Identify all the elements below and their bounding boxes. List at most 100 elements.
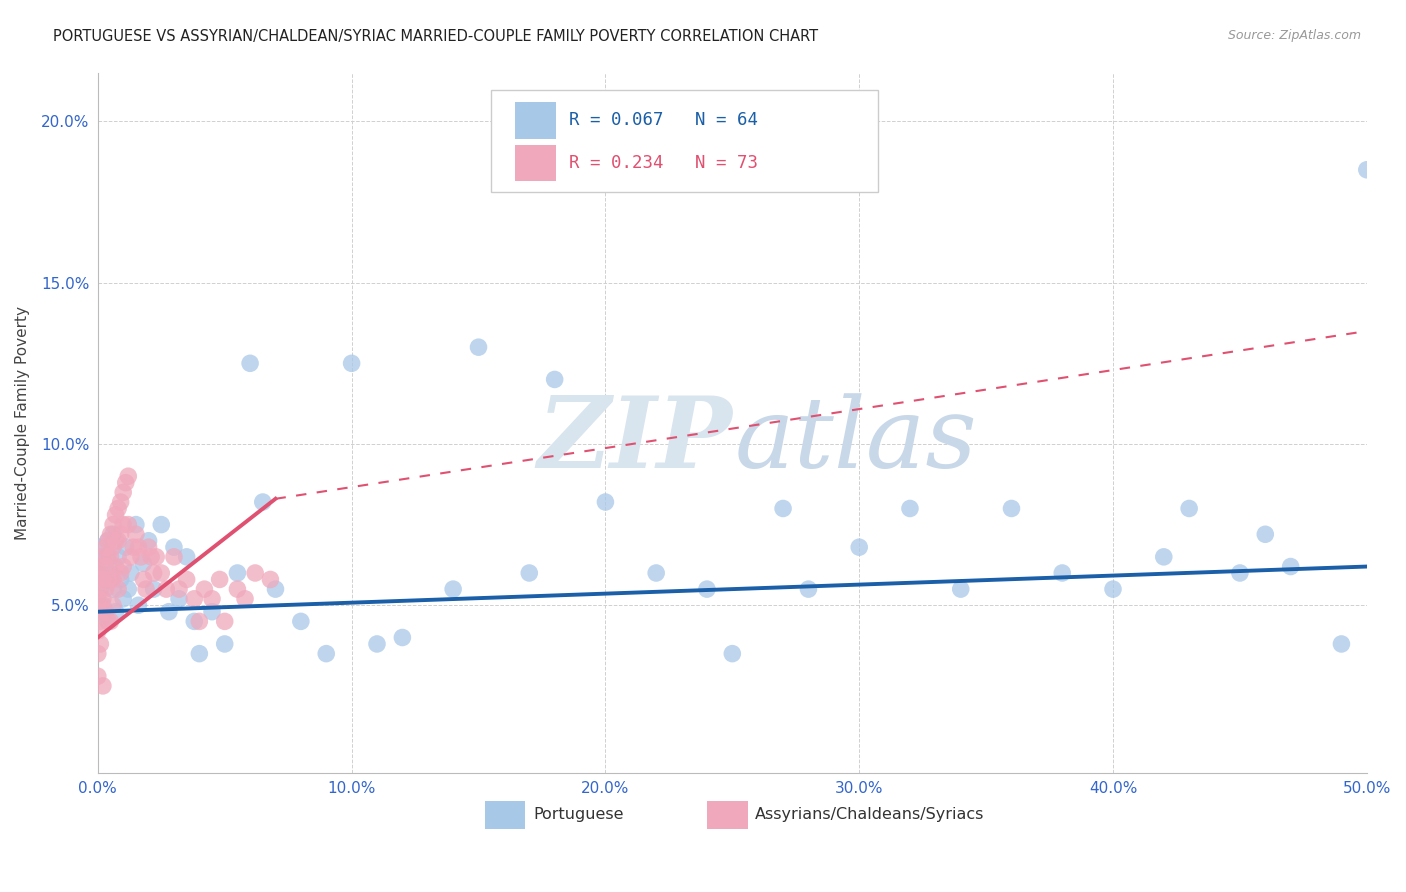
Point [87,605,110,619]
Point [315,647,337,661]
Text: atlas: atlas [735,392,977,488]
Point [94,559,117,574]
Point [163,540,186,554]
Point [188,615,211,629]
Point [100,566,122,580]
Point [208,573,231,587]
Point [104,508,127,522]
Point [645,566,668,580]
Point [848,540,870,554]
Point [89,566,111,580]
Point [97,573,120,587]
Text: R = 0.067   N = 64: R = 0.067 N = 64 [568,112,758,129]
Text: Source: ZipAtlas.com: Source: ZipAtlas.com [1227,29,1361,43]
Point [949,582,972,596]
Point [1254,527,1277,541]
Point [117,469,139,483]
Point [117,582,139,596]
Point [517,566,540,580]
Point [87,566,110,580]
Point [797,582,820,596]
Point [101,582,124,596]
Point [112,559,135,574]
Point [201,605,224,619]
Point [89,582,111,596]
Point [110,495,132,509]
Point [243,566,266,580]
Text: ZIP: ZIP [537,392,733,489]
Point [543,372,565,386]
Point [104,605,127,619]
Point [100,527,122,541]
Point [89,599,111,613]
Text: Assyrians/Chaldeans/Syriacs: Assyrians/Chaldeans/Syriacs [755,807,984,822]
Point [167,582,190,596]
Point [176,549,198,564]
Point [89,615,111,629]
Text: PORTUGUESE VS ASSYRIAN/CHALDEAN/SYRIAC MARRIED-COUPLE FAMILY POVERTY CORRELATION: PORTUGUESE VS ASSYRIAN/CHALDEAN/SYRIAC M… [53,29,818,45]
Point [391,631,413,645]
Point [101,540,124,554]
Point [142,566,165,580]
Point [94,605,117,619]
Point [104,533,127,548]
Point [107,549,129,564]
Point [97,533,120,548]
Point [127,540,149,554]
Point [104,559,127,574]
Point [100,549,122,564]
Point [252,495,274,509]
Point [163,549,186,564]
Point [1279,559,1302,574]
Point [100,573,122,587]
Point [150,566,173,580]
Point [94,582,117,596]
Point [441,582,464,596]
Point [366,637,388,651]
Point [91,549,114,564]
Point [1052,566,1074,580]
Point [97,533,120,548]
Point [188,647,211,661]
Point [193,582,215,596]
Point [214,637,236,651]
Point [120,566,142,580]
Point [107,582,129,596]
Point [139,549,162,564]
Point [91,573,114,587]
Point [87,669,110,683]
Bar [485,801,526,829]
Point [721,647,744,661]
Point [91,549,114,564]
Point [467,340,489,354]
Point [132,573,155,587]
Point [138,540,160,554]
Bar [516,145,555,181]
Point [595,495,617,509]
Text: R = 0.234   N = 73: R = 0.234 N = 73 [568,154,758,172]
Point [138,533,160,548]
Point [101,527,124,541]
Point [1153,549,1175,564]
Y-axis label: Married-Couple Family Poverty: Married-Couple Family Poverty [15,306,30,540]
Point [101,599,124,613]
Point [167,591,190,606]
Point [114,540,136,554]
Point [264,582,287,596]
Point [87,573,110,587]
Point [145,549,167,564]
Point [125,527,148,541]
Point [107,533,129,548]
Point [132,557,155,571]
Point [97,615,120,629]
Point [233,591,256,606]
Point [87,559,110,574]
Point [101,517,124,532]
Point [89,637,111,651]
Point [1330,637,1353,651]
Point [112,485,135,500]
Point [1000,501,1022,516]
Point [176,573,198,587]
Point [150,517,173,532]
Point [201,591,224,606]
